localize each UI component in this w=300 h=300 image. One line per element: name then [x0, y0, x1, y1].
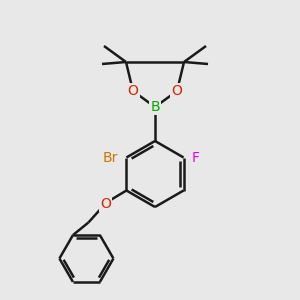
Text: O: O [172, 84, 182, 98]
Text: B: B [150, 100, 160, 114]
Text: O: O [100, 196, 111, 211]
Text: F: F [192, 151, 200, 164]
Text: Br: Br [103, 151, 118, 164]
Text: O: O [128, 84, 138, 98]
